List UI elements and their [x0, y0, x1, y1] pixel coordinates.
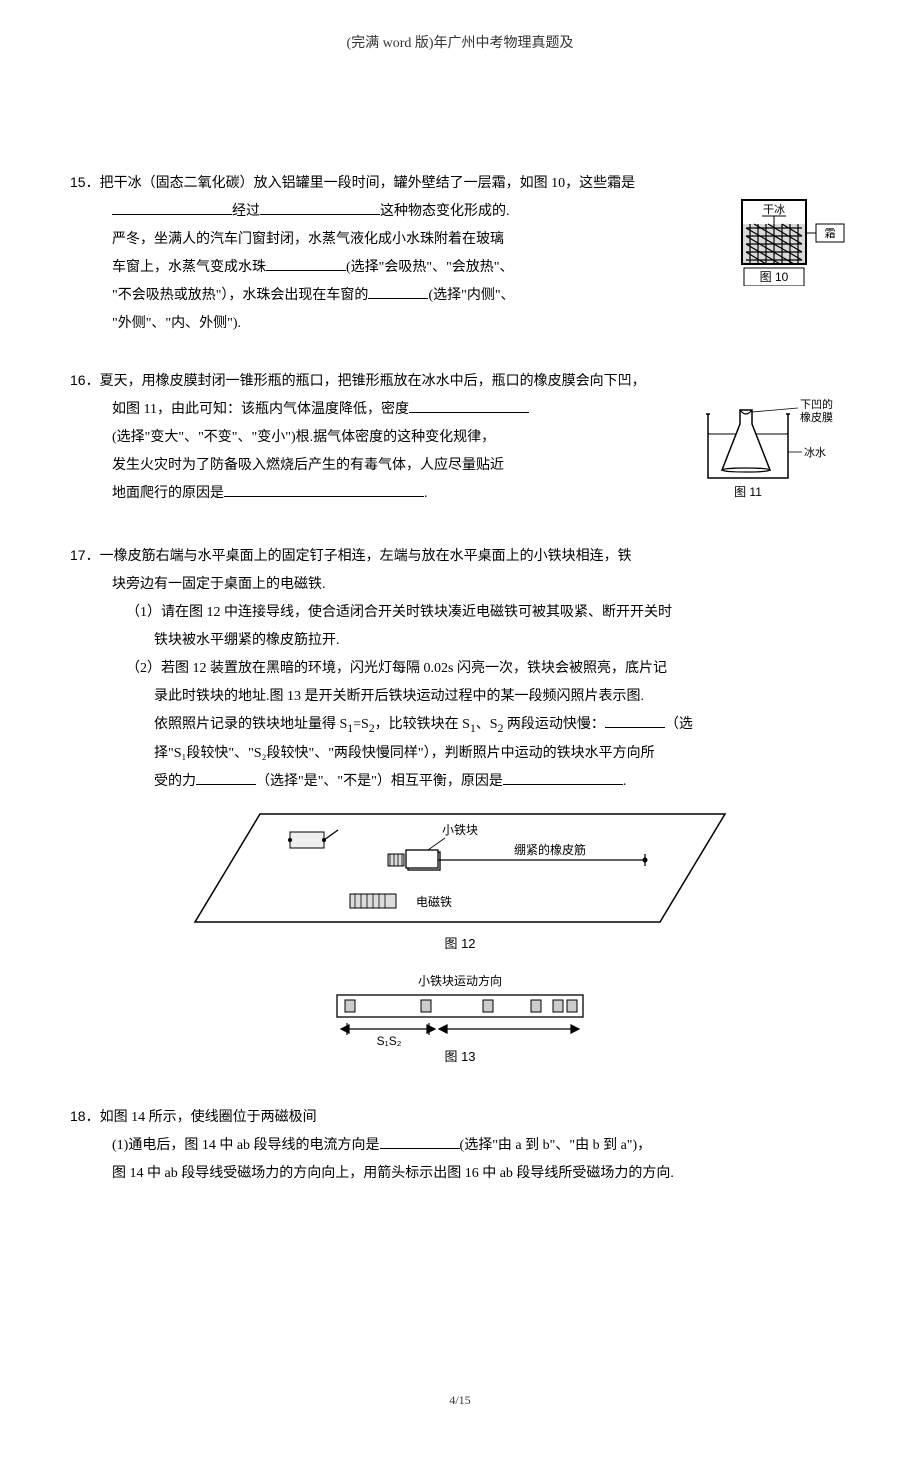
fig13-label: 图 13: [444, 1049, 475, 1063]
q15-line5a: "不会吸热或放热"），水珠会出现在车窗的: [112, 288, 368, 303]
q17-p2-text3c: ，比较铁块在 S: [375, 717, 470, 732]
fig12-iron: 小铁块: [442, 823, 478, 837]
q18-number: 18．: [70, 1108, 100, 1124]
q17-p2-text3d: 、S: [476, 717, 498, 732]
fig13-direction: 小铁块运动方向: [418, 973, 502, 988]
q17-p2-text3f: （选: [665, 717, 693, 732]
q15-line4b: (选择"会吸热"、"会放热"、: [346, 260, 514, 275]
q17-p2-text3b: =S: [353, 717, 369, 732]
q17-p2-text4: 择"S₁段较快"、"S₂段较快"、"两段快慢同样"），判断照片中运动的铁块水平方…: [70, 740, 850, 768]
q18-blank1: [380, 1134, 460, 1149]
figure-10-svg: 干冰 霜 图 10: [722, 192, 850, 286]
q15-line1: 把干冰（固态二氧化碳）放入铝罐里一段时间，罐外壁结了一层霜，如图 10，这些霜是: [100, 176, 636, 191]
q16-line1: 夏天，用橡皮膜封闭一锥形瓶的瓶口，把锥形瓶放在冰水中后，瓶口的橡皮膜会向下凹，: [100, 374, 646, 389]
q16-line2a: 如图 11，由此可知：该瓶内气体温度降低，密度: [112, 402, 409, 417]
question-17: 17．一橡皮筋右端与水平桌面上的固定钉子相连，左端与放在水平桌面上的小铁块相连，…: [70, 541, 850, 1074]
fig11-membrane2: 橡皮膜: [800, 411, 833, 424]
q16-number: 16．: [70, 372, 100, 388]
q15-blank2: [260, 200, 380, 215]
figure-12-svg: 小铁块 绷紧的橡皮筋 电磁铁: [190, 804, 730, 954]
q17-blank3: [503, 770, 623, 785]
q15-blank3: [266, 256, 346, 271]
q16-line5b: .: [424, 486, 428, 501]
q17-p2-text5c: .: [623, 774, 627, 789]
q17-blank2: [196, 770, 256, 785]
figure-11: 下凹的 橡皮膜 冰水 图 11: [700, 390, 850, 513]
q17-p2-text5a: 受的力: [154, 774, 196, 789]
page-footer: 4/15: [70, 1388, 850, 1412]
q17-p1-text1: 请在图 12 中连接导线，使合适闭合开关时铁块凑近电磁铁可被其吸紧、断开开关时: [161, 605, 672, 620]
q17-p2-text2: 录此时铁块的地址.图 13 是开关断开后铁块运动过程中的某一段频闪照片表示图.: [70, 683, 850, 711]
fig10-frost-label: 霜: [825, 227, 836, 240]
q15-line2b: 这种物态变化形成的.: [380, 204, 510, 219]
q17-p2-text1: 若图 12 装置放在黑暗的环境，闪光灯每隔 0.02s 闪亮一次，铁块会被照亮，…: [161, 661, 667, 676]
fig10-label: 图 10: [760, 270, 789, 284]
q17-p2-text5b: （选择"是"、"不是"）相互平衡，原因是: [256, 774, 503, 789]
q17-line1: 一橡皮筋右端与水平桌面上的固定钉子相连，左端与放在水平桌面上的小铁块相连，铁: [100, 549, 632, 564]
fig11-ice: 冰水: [804, 446, 826, 459]
q18-p1-text1a: (1)通电后，图 14 中 ab 段导线的电流方向是: [112, 1138, 380, 1153]
page-header: (完满 word 版)年广州中考物理真题及: [70, 30, 850, 58]
fig13-s1s2: S₁S₂: [377, 1034, 402, 1048]
q17-p1-num: （1）: [126, 605, 161, 620]
fig10-dry-ice-label: 干冰: [763, 203, 785, 216]
q17-line1b: 块旁边有一固定于桌面上的电磁铁.: [70, 571, 850, 599]
fig12-rubber: 绷紧的橡皮筋: [514, 842, 586, 857]
q18-p1-text2: 图 14 中 ab 段导线受磁场力的方向向上，用箭头标示出图 16 中 ab 段…: [70, 1160, 850, 1188]
question-18: 18．如图 14 所示，使线圈位于两磁极间 (1)通电后，图 14 中 ab 段…: [70, 1102, 850, 1188]
q15-line6: "外侧"、"内、外侧").: [70, 310, 850, 338]
q18-p1-text1b: (选择"由 a 到 b"、"由 b 到 a")，: [460, 1138, 652, 1153]
q17-p2-num: （2）: [126, 661, 161, 676]
q15-blank1: [112, 200, 232, 215]
q15-line5b: (选择"内侧"、: [428, 288, 514, 303]
fig11-label: 图 11: [734, 485, 762, 499]
q17-p2-text3e: 两段运动快慢：: [503, 717, 605, 732]
question-16: 16．夏天，用橡皮膜封闭一锥形瓶的瓶口，把锥形瓶放在冰水中后，瓶口的橡皮膜会向下…: [70, 366, 850, 513]
q15-blank4: [368, 284, 428, 299]
document-page: (完满 word 版)年广州中考物理真题及 15．把干冰（固态二氧化碳）放入铝罐…: [0, 0, 920, 1472]
figure-13: 小铁块运动方向 S₁S₂: [70, 973, 850, 1074]
figure-13-svg: 小铁块运动方向 S₁S₂: [315, 973, 605, 1063]
q16-blank2: [224, 482, 424, 497]
figure-10: 干冰 霜 图 10: [722, 192, 850, 297]
q17-number: 17．: [70, 547, 100, 563]
q16-blank1: [409, 398, 529, 413]
fig11-membrane1: 下凹的: [800, 397, 833, 411]
q17-p1-text2: 铁块被水平绷紧的橡皮筋拉开.: [70, 627, 850, 655]
fig12-magnet: 电磁铁: [416, 894, 452, 909]
q15-number: 15．: [70, 174, 100, 190]
q15-line4a: 车窗上，水蒸气变成水珠: [112, 260, 266, 275]
q17-blank1: [605, 713, 665, 728]
figure-11-svg: 下凹的 橡皮膜 冰水 图 11: [700, 390, 850, 502]
question-15: 15．把干冰（固态二氧化碳）放入铝罐里一段时间，罐外壁结了一层霜，如图 10，这…: [70, 168, 850, 338]
q15-line2a: 经过: [232, 204, 260, 219]
q18-line1: 如图 14 所示，使线圈位于两磁极间: [100, 1110, 317, 1125]
fig12-label: 图 12: [444, 936, 475, 951]
q17-p2-text3a: 依照照片记录的铁块地址量得 S: [154, 717, 347, 732]
q16-line5a: 地面爬行的原因是: [112, 486, 224, 501]
figure-12: 小铁块 绷紧的橡皮筋 电磁铁: [70, 804, 850, 965]
